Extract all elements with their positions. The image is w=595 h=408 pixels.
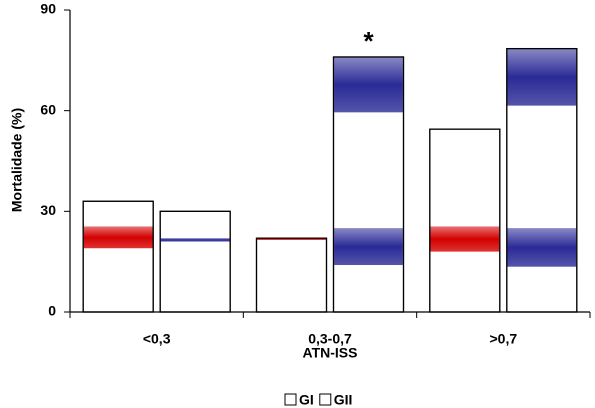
y-tick-label: 0	[48, 303, 56, 319]
bar	[255, 237, 328, 313]
bar-band	[160, 238, 230, 242]
bar	[82, 200, 154, 313]
x-tick-label: 0,3-0,7	[308, 331, 352, 347]
bar-band	[334, 228, 403, 266]
x-axis-label: ATN-ISS	[303, 345, 358, 361]
bar-band	[507, 228, 577, 267]
bar-band	[430, 226, 500, 252]
annotation: *	[363, 26, 374, 56]
legend-swatch	[319, 393, 332, 406]
bar-band	[83, 226, 153, 249]
legend-label: GII	[334, 392, 353, 408]
legend-swatch	[284, 393, 297, 406]
y-tick-label: 60	[40, 101, 56, 117]
bar	[159, 210, 231, 313]
legend-label: GI	[299, 392, 314, 408]
bar-band	[257, 238, 326, 240]
bar	[429, 128, 501, 313]
y-axis-label: Mortalidade (%)	[9, 108, 25, 212]
bar-band	[507, 48, 577, 106]
x-tick-label: >0,7	[490, 331, 518, 347]
x-tick-label: <0,3	[143, 331, 171, 347]
y-tick-label: 90	[40, 1, 56, 17]
y-tick-label: 30	[40, 202, 56, 218]
bar-band	[334, 56, 403, 113]
